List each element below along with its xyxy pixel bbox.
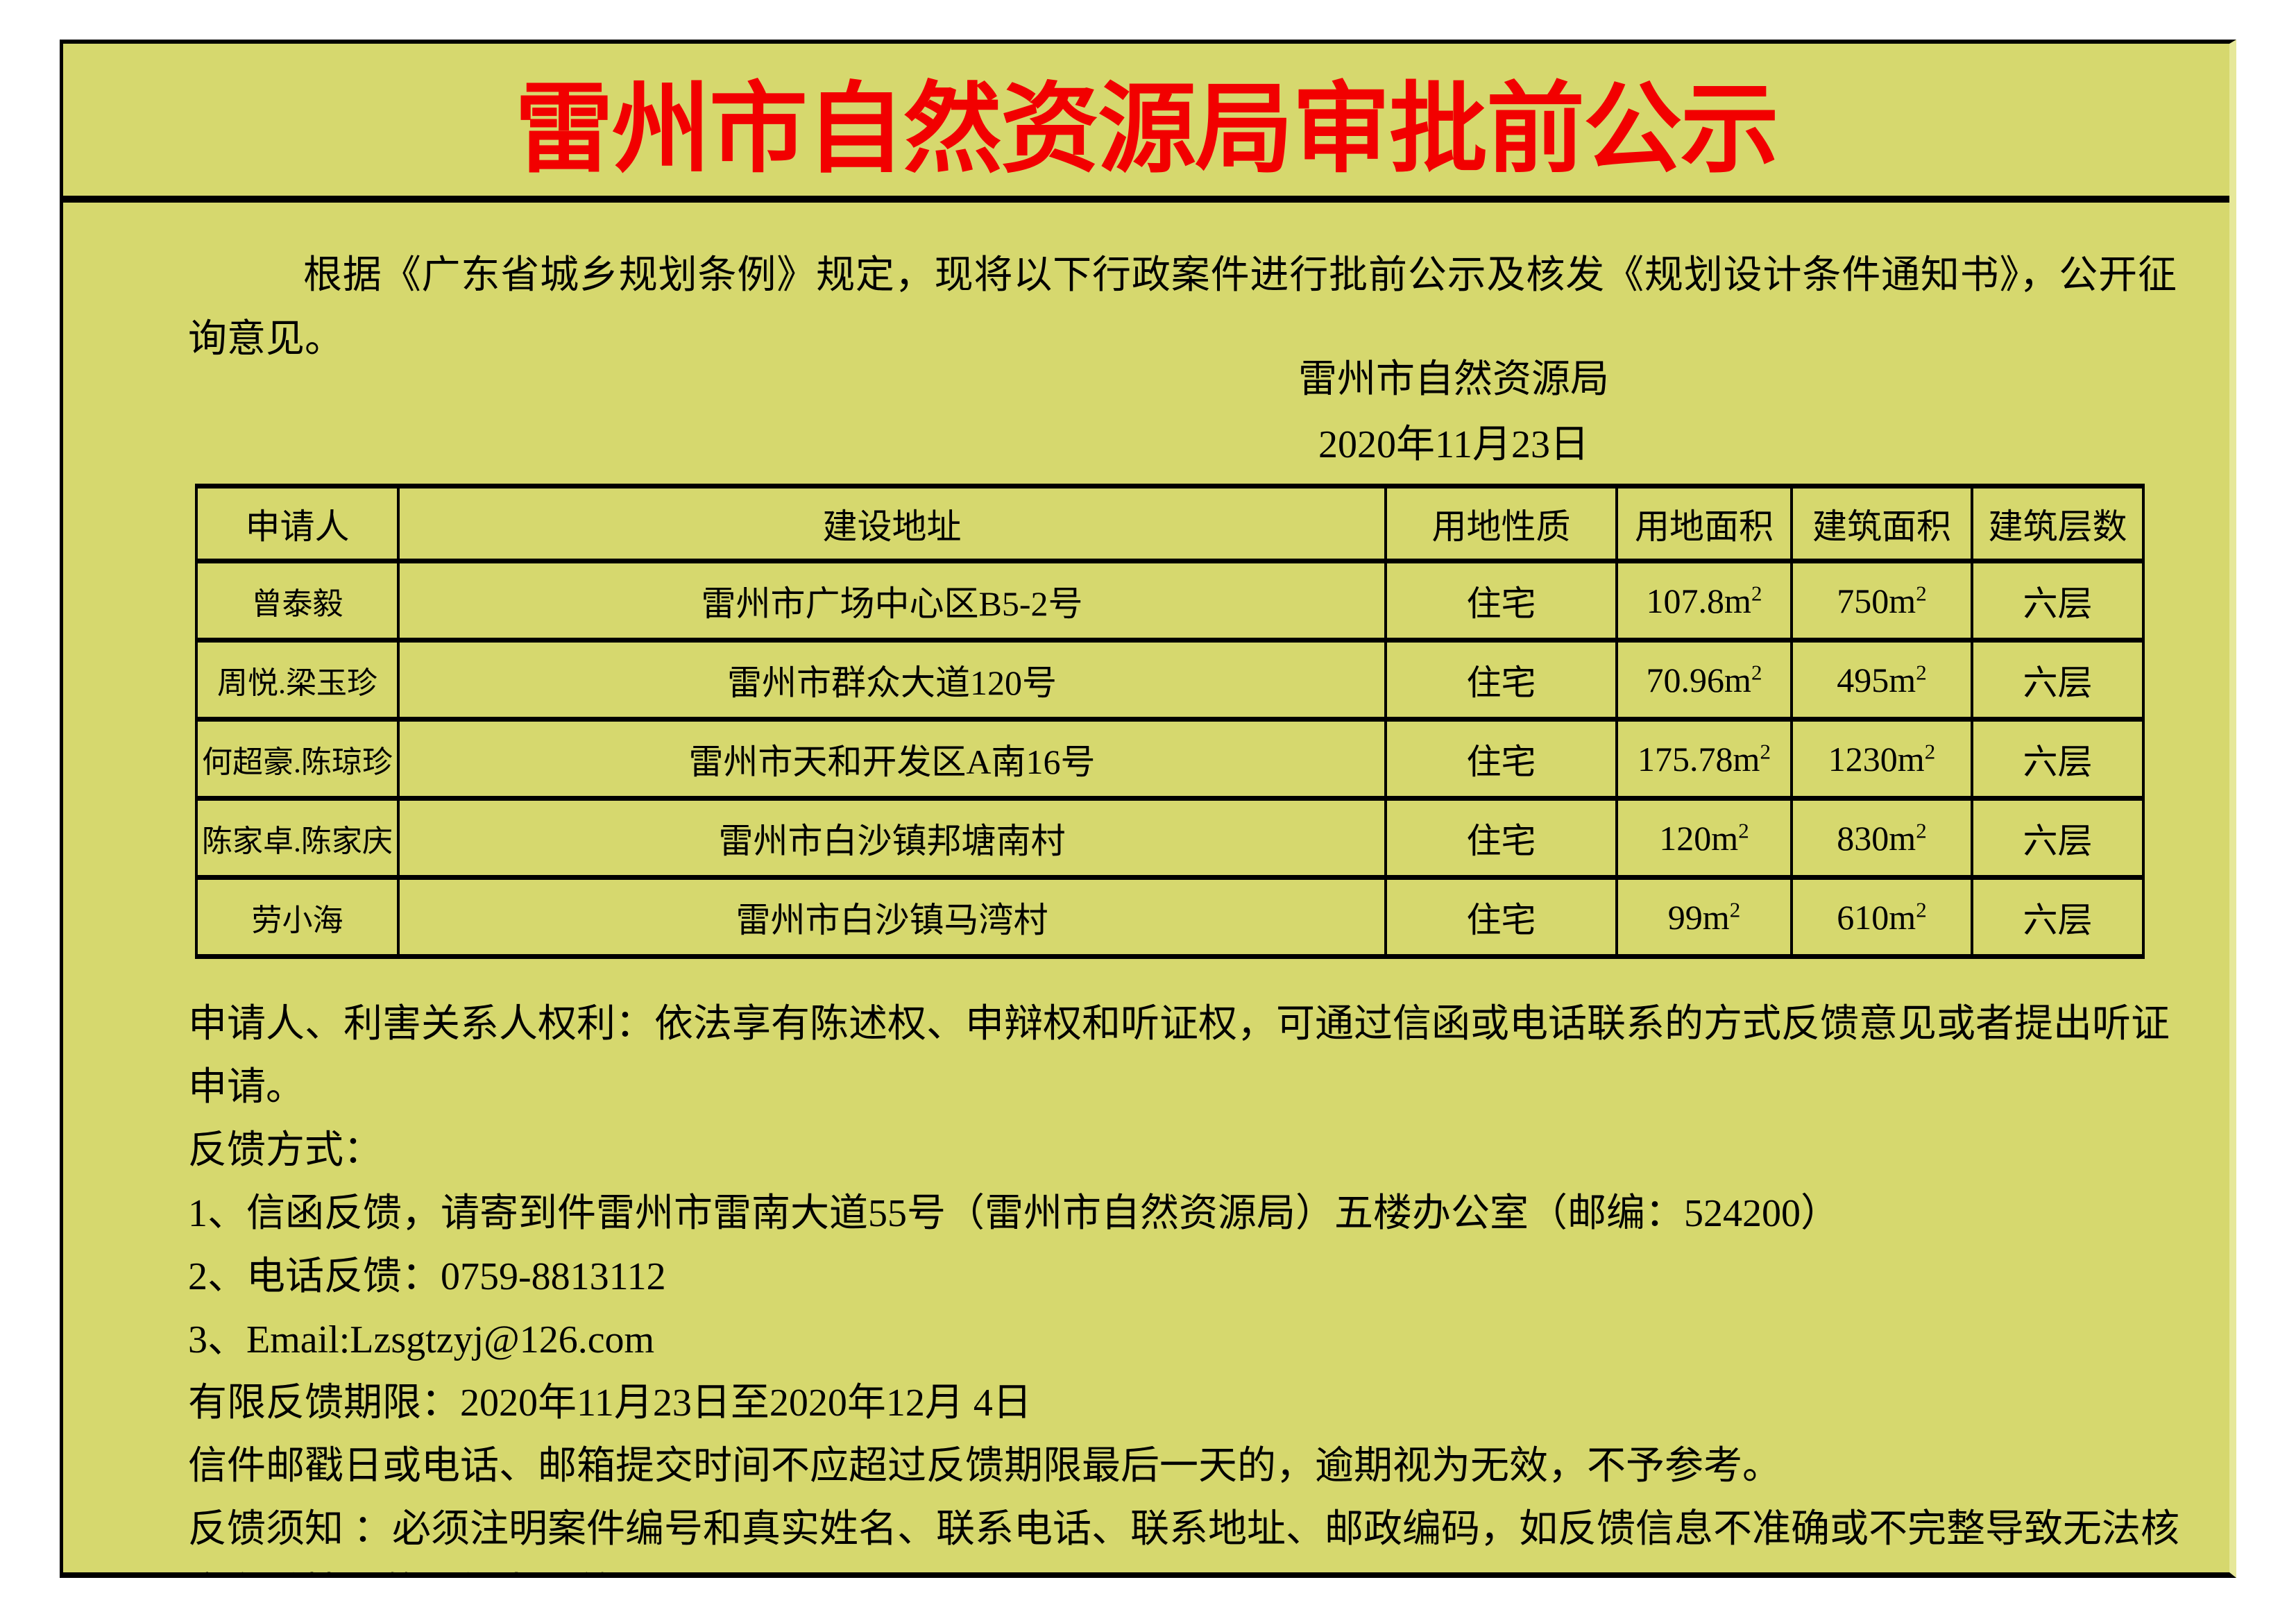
cell-land-area: 107.8m2 [1615,559,1793,643]
building-area-base: 750m [1837,581,1916,620]
land-area-base: 120m [1659,818,1739,858]
cell-floors: 六层 [1971,638,2145,722]
land-area-base: 175.78m [1638,739,1760,779]
applications-table: 申请人 建设地址 用地性质 用地面积 建筑面积 建筑层数 曾泰毅 雷州市广场中心… [195,484,2145,959]
cell-address: 雷州市广场中心区B5-2号 [397,559,1387,643]
building-area-exponent: 2 [1916,659,1927,684]
building-area-exponent: 2 [1924,738,1936,763]
table-row: 曾泰毅 雷州市广场中心区B5-2号 住宅 107.8m2 750m2 六层 [195,559,2145,643]
land-area-exponent: 2 [1729,897,1741,921]
notes-paragraph: 反馈须知 ：必须注明案件编号和真实姓名、联系电话、联系地址、邮政编码，如反馈信息… [188,1508,2179,1572]
header-land-use: 用地性质 [1384,484,1618,563]
building-area-exponent: 2 [1916,817,1927,842]
title-band: 雷州市自然资源局审批前公示 [63,44,2229,203]
cell-applicant: 何超豪.陈琼珍 [195,717,400,801]
cell-land-use: 住宅 [1384,638,1618,722]
building-area-exponent: 2 [1916,897,1927,921]
building-area-base: 495m [1837,660,1916,699]
land-area-exponent: 2 [1738,817,1749,842]
cell-floors: 六层 [1971,559,2145,643]
header-applicant: 申请人 [195,484,400,563]
feedback-item-phone: 2、电话反馈：0759-8813112 [188,1255,666,1298]
cell-applicant: 劳小海 [195,875,400,959]
signature-date: 2020年11月23日 [1318,423,1589,466]
table-row: 周悦.梁玉珍 雷州市群众大道120号 住宅 70.96m2 495m2 六层 [195,638,2145,722]
cell-land-use: 住宅 [1384,717,1618,801]
table-row: 陈家卓.陈家庆 雷州市白沙镇邦塘南村 住宅 120m2 830m2 六层 [195,796,2145,880]
cell-applicant: 陈家卓.陈家庆 [195,796,400,880]
cell-land-area: 70.96m2 [1615,638,1793,722]
cell-building-area: 495m2 [1790,638,1973,722]
table-row: 何超豪.陈琼珍 雷州市天和开发区A南16号 住宅 175.78m2 1230m2… [195,717,2145,801]
cell-applicant: 周悦.梁玉珍 [195,638,400,722]
land-area-base: 70.96m [1646,660,1751,699]
building-area-base: 1230m [1828,739,1925,779]
cell-building-area: 1230m2 [1790,717,1973,801]
land-area-exponent: 2 [1760,738,1771,763]
building-area-exponent: 2 [1916,580,1927,605]
land-area-exponent: 2 [1751,580,1762,605]
cell-land-use: 住宅 [1384,875,1618,959]
feedback-item-email: 3、Email:Lzsgtzyj@126.com [188,1318,655,1361]
cell-building-area: 750m2 [1790,559,1973,643]
cell-building-area: 610m2 [1790,875,1973,959]
feedback-method-heading: 反馈方式： [188,1129,382,1172]
cell-land-use: 住宅 [1384,559,1618,643]
land-area-base: 107.8m [1646,581,1751,620]
cell-address: 雷州市白沙镇马湾村 [397,875,1387,959]
rights-paragraph: 申请人、利害关系人权利：依法享有陈述权、申辩权和听证权，可通过信函或电话联系的方… [188,1003,2170,1109]
signature-org: 雷州市自然资源局 [1298,358,1609,401]
cell-floors: 六层 [1971,717,2145,801]
cell-address: 雷州市群众大道120号 [397,638,1387,722]
cell-land-area: 175.78m2 [1615,717,1793,801]
cell-floors: 六层 [1971,875,2145,959]
postmark-rule-line: 信件邮戳日或电话、邮箱提交时间不应超过反馈期限最后一天的，逾期视为无效，不予参考… [188,1445,1781,1488]
cell-address: 雷州市白沙镇邦塘南村 [397,796,1387,880]
intro-paragraph: 根据《广东省城乡规划条例》规定，现将以下行政案件进行批前公示及核发《规划设计条件… [188,254,2177,361]
header-address: 建设地址 [397,484,1387,563]
signature-block: 雷州市自然资源局 2020年11月23日 [1072,347,1835,477]
cell-address: 雷州市天和开发区A南16号 [397,717,1387,801]
header-floors: 建筑层数 [1971,484,2145,563]
building-area-base: 830m [1837,818,1916,858]
notices-block: 申请人、利害关系人权利：依法享有陈述权、申辩权和听证权，可通过信函或电话联系的方… [188,993,2191,1572]
cell-building-area: 830m2 [1790,796,1973,880]
cell-land-area: 120m2 [1615,796,1793,880]
table-header-row: 申请人 建设地址 用地性质 用地面积 建筑面积 建筑层数 [195,484,2145,563]
land-area-exponent: 2 [1751,659,1762,684]
notice-sheet: 雷州市自然资源局审批前公示 根据《广东省城乡规划条例》规定，现将以下行政案件进行… [60,40,2236,1578]
cell-land-use: 住宅 [1384,796,1618,880]
cell-applicant: 曾泰毅 [195,559,400,643]
table-row: 劳小海 雷州市白沙镇马湾村 住宅 99m2 610m2 六层 [195,875,2145,959]
page-title: 雷州市自然资源局审批前公示 [515,74,1779,185]
header-land-area: 用地面积 [1615,484,1793,563]
cell-land-area: 99m2 [1615,875,1793,959]
building-area-base: 610m [1837,897,1916,937]
land-area-base: 99m [1667,897,1730,937]
header-building-area: 建筑面积 [1790,484,1973,563]
feedback-item-mail: 1、信函反馈，请寄到件雷州市雷南大道55号（雷州市自然资源局）五楼办公室（邮编：… [188,1192,1839,1235]
deadline-line: 有限反馈期限：2020年11月23日至2020年12月 4日 [188,1382,1032,1425]
cell-floors: 六层 [1971,796,2145,880]
